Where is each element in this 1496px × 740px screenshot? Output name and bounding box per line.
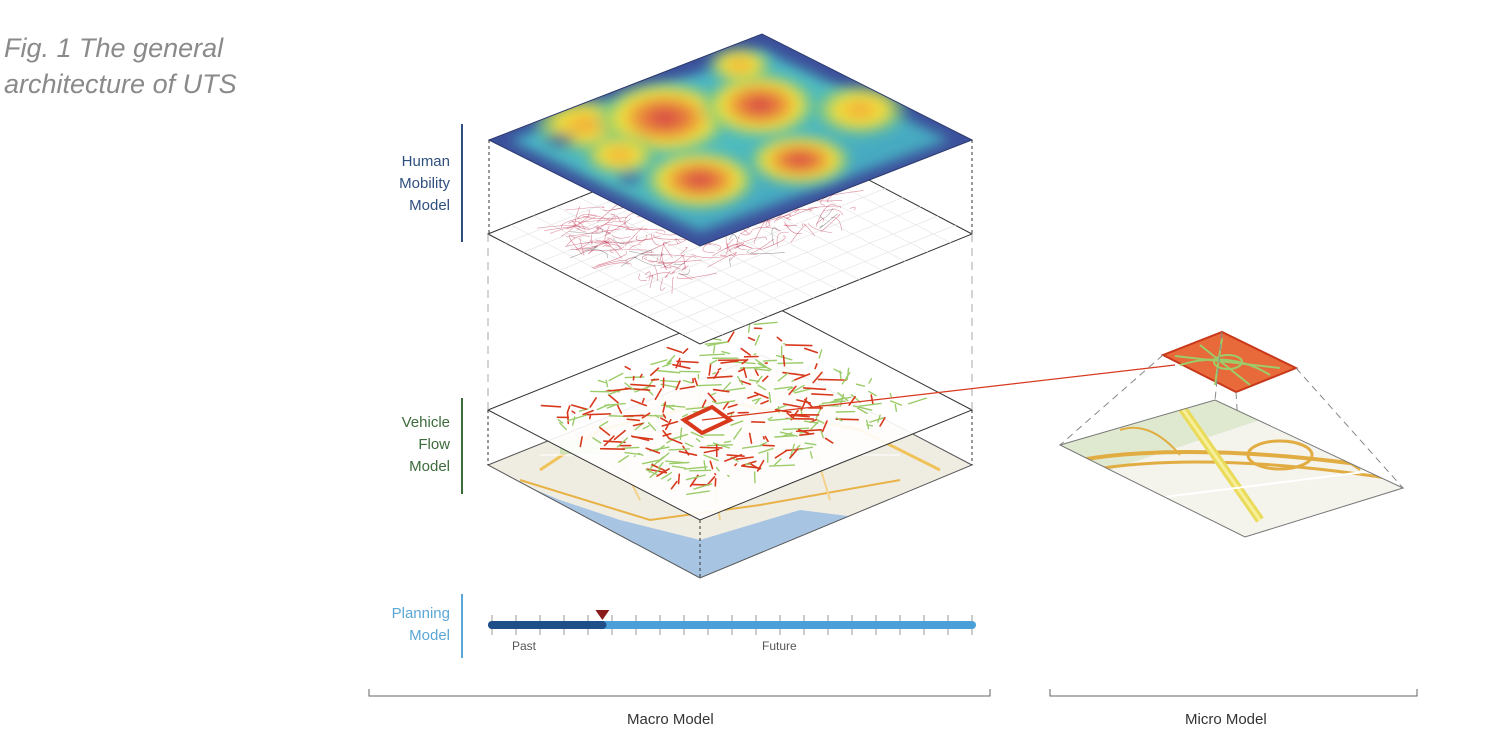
- projection-lines: [487, 140, 973, 578]
- caption-line-1: Fig. 1 The general: [4, 33, 224, 63]
- vehicle-flow-label: Vehicle Flow Model: [401, 414, 450, 475]
- micro-detail-tile: [1160, 330, 1299, 394]
- macro-bracket: [368, 689, 991, 697]
- heatmap-layer: [487, 33, 974, 247]
- zoom-connector: [701, 364, 1176, 421]
- timeline-future-label: Future: [762, 639, 797, 653]
- micro-bracket: [1049, 689, 1418, 697]
- caption-line-2: architecture of UTS: [4, 69, 237, 99]
- current-time-marker: [595, 610, 610, 620]
- planning-model-label: Planning Model: [391, 605, 450, 644]
- timeline-past-label: Past: [512, 639, 537, 653]
- micro-model-label: Micro Model: [1185, 711, 1267, 728]
- figure-caption: Fig. 1 The general architecture of UTS: [4, 30, 304, 102]
- vehicle-flow-layer: [486, 299, 974, 521]
- human-mobility-label: Human Mobility Model: [399, 153, 450, 214]
- macro-model-label: Macro Model: [627, 711, 714, 728]
- planning-timeline: [488, 610, 976, 635]
- micro-map-tile: [1058, 399, 1405, 538]
